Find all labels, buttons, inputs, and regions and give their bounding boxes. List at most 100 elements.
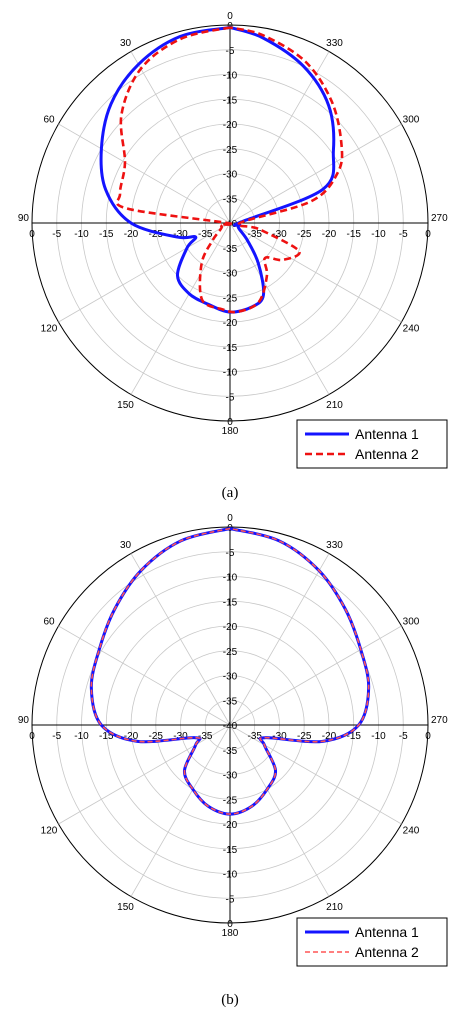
r-tick-label: -30 [173,731,188,742]
r-tick-label: -10 [223,870,238,881]
legend-label: Antenna 1 [355,426,419,442]
r-tick-label: -5 [52,731,61,742]
angle-label: 240 [403,826,420,837]
series-line-2 [90,527,370,815]
r-tick-label: 0 [227,417,233,428]
r-tick-label: -5 [226,46,235,57]
r-tick-label: -20 [322,731,337,742]
panel-label: (b) [221,992,239,1008]
r-tick-label: -15 [99,229,114,240]
r-tick-label: -15 [347,229,362,240]
r-tick-label: -5 [52,229,61,240]
angle-label: 300 [403,115,420,126]
series-line-1 [99,25,336,314]
r-tick-label: -25 [297,731,312,742]
grid-spoke [229,625,402,726]
angle-label: 0 [227,11,233,22]
angle-label: 180 [222,928,239,939]
grid-spoke [130,51,231,224]
r-tick-label: -10 [371,229,386,240]
r-tick-label: -20 [322,229,337,240]
r-tick-label: 0 [227,919,233,930]
r-tick-label: -30 [173,229,188,240]
angle-label: 120 [41,324,58,335]
angle-label: 300 [403,617,420,628]
polar-chart-b: 000 0-5-5-5 -5-10-10-10 -10-15-15-15 -15-20-… [18,513,448,1008]
angle-label: 330 [326,540,343,551]
panel-label: (a) [222,485,239,501]
r-tick-label: -25 [149,731,164,742]
r-tick-label: -15 [99,731,114,742]
r-tick-label: -20 [223,622,238,633]
r-tick-label: -30 [223,170,238,181]
angle-label: 210 [326,902,343,913]
angle-label: 270 [431,213,448,224]
r-tick-label: -35 [198,731,213,742]
grid-spoke [229,51,330,224]
legend-box [296,419,448,469]
legend: Antenna 1 Antenna 2 [296,917,448,967]
grid-spoke [229,222,402,323]
angle-label: 30 [120,38,132,49]
grid-spoke [229,724,330,897]
r-tick-label: -25 [223,145,238,156]
angle-label: 60 [43,115,55,126]
r-tick-label: -35 [223,194,238,205]
grid-spoke [229,724,402,825]
r-tick-label: -30 [272,731,287,742]
r-tick-label: -35 [248,229,263,240]
legend-label: Antenna 2 [355,446,419,462]
r-tick-label: -40 [223,721,238,732]
r-tick-label: -10 [223,573,238,584]
r-tick-label: -15 [223,597,238,608]
r-tick-label: 0 [425,229,431,240]
angle-label: 0 [227,513,233,524]
r-tick-label: -25 [223,795,238,806]
series-line-2 [115,26,344,314]
r-tick-label: -15 [223,95,238,106]
angle-label: 60 [43,617,55,628]
r-tick-label: -10 [223,71,238,82]
grid-spoke [58,222,231,323]
r-tick-label: -15 [223,845,238,856]
r-tick-label: -20 [223,820,238,831]
r-tick-label: -35 [198,229,213,240]
angle-label: 90 [18,213,30,224]
r-tick-label: -25 [297,229,312,240]
angle-label: 240 [403,324,420,335]
grid-spoke [58,625,231,726]
r-tick-label: -30 [272,229,287,240]
legend-label: Antenna 2 [355,944,419,960]
r-tick-label: -10 [74,731,89,742]
grid-spoke [229,123,402,224]
r-tick-label: -35 [223,244,238,255]
angle-label: 150 [117,902,134,913]
grid-spoke [130,222,231,395]
legend: Antenna 1 Antenna 2 [296,419,448,469]
r-tick-label: -5 [399,731,408,742]
r-tick-label: -30 [223,269,238,280]
r-tick-label: 0 [425,731,431,742]
r-tick-label: -35 [248,731,263,742]
legend-label: Antenna 1 [355,924,419,940]
grid-spoke [229,222,330,395]
r-tick-label: -20 [223,318,238,329]
r-tick-label: -35 [223,696,238,707]
grid-spoke [130,724,231,897]
r-tick-label: -20 [124,731,139,742]
angle-label: 330 [326,38,343,49]
r-tick-label: -10 [223,368,238,379]
r-tick-label: 0 [227,21,233,32]
legend-box [296,917,448,967]
r-tick-label: -15 [347,731,362,742]
angle-label: 120 [41,826,58,837]
r-tick-label: -35 [223,746,238,757]
angle-label: 270 [431,715,448,726]
polar-chart-a: 000 0-5-5-5 -5-10-10-10 -10-15-15-15 -15-20-… [18,11,448,501]
r-tick-label: -10 [371,731,386,742]
angle-label: 150 [117,400,134,411]
r-tick-label: -20 [124,229,139,240]
r-tick-label: 0 [29,731,35,742]
r-tick-label: -30 [223,672,238,683]
